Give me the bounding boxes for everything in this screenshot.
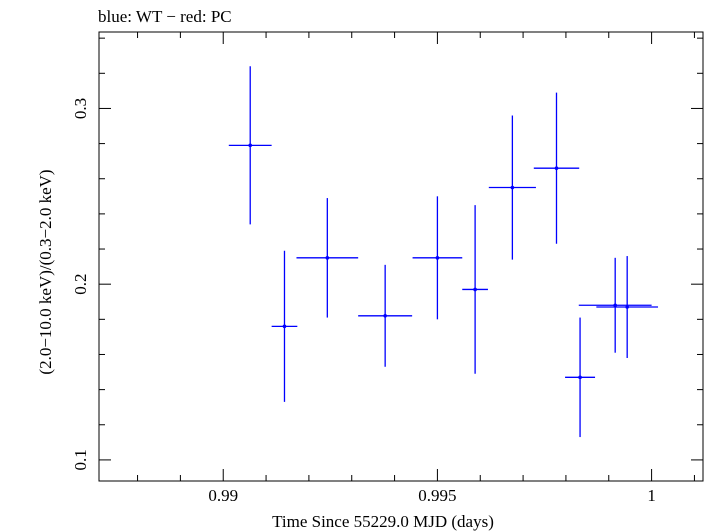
- data-point: [412, 196, 463, 320]
- point-marker: [435, 256, 440, 260]
- point-marker: [554, 166, 559, 170]
- x-tick-label: 0.995: [418, 486, 456, 505]
- x-axis: 0.99 0.995 1: [137, 32, 695, 505]
- y-axis-label: (2.0−10.0 keV)/(0.3−2.0 keV): [36, 169, 55, 374]
- data-point: [533, 92, 580, 244]
- data-point: [565, 317, 596, 438]
- point-marker: [248, 143, 253, 148]
- point-marker: [282, 324, 287, 329]
- chart-title: blue: WT − red: PC: [98, 7, 232, 26]
- plot-frame: [98, 31, 704, 482]
- data-point: [488, 115, 536, 260]
- point-marker: [325, 256, 330, 260]
- point-marker: [510, 185, 515, 190]
- x-tick-label: 1: [647, 486, 656, 505]
- data-point: [578, 257, 652, 353]
- point-marker: [383, 314, 387, 318]
- point-marker: [625, 305, 629, 309]
- data-point: [358, 264, 413, 367]
- data-point: [271, 250, 298, 402]
- data-point: [596, 256, 659, 358]
- y-axis: 0.1 0.2 0.3: [71, 37, 703, 471]
- x-axis-label: Time Since 55229.0 MJD (days): [272, 512, 494, 531]
- y-tick-label: 0.2: [71, 274, 90, 295]
- point-marker: [578, 375, 582, 380]
- point-marker: [613, 303, 617, 308]
- x-tick-label: 0.99: [208, 486, 238, 505]
- data-point: [462, 205, 488, 374]
- data-series: [228, 66, 659, 438]
- point-marker: [473, 287, 477, 292]
- y-tick-label: 0.1: [71, 449, 90, 470]
- y-tick-label: 0.3: [71, 98, 90, 119]
- data-point: [296, 198, 359, 318]
- data-point: [228, 66, 272, 225]
